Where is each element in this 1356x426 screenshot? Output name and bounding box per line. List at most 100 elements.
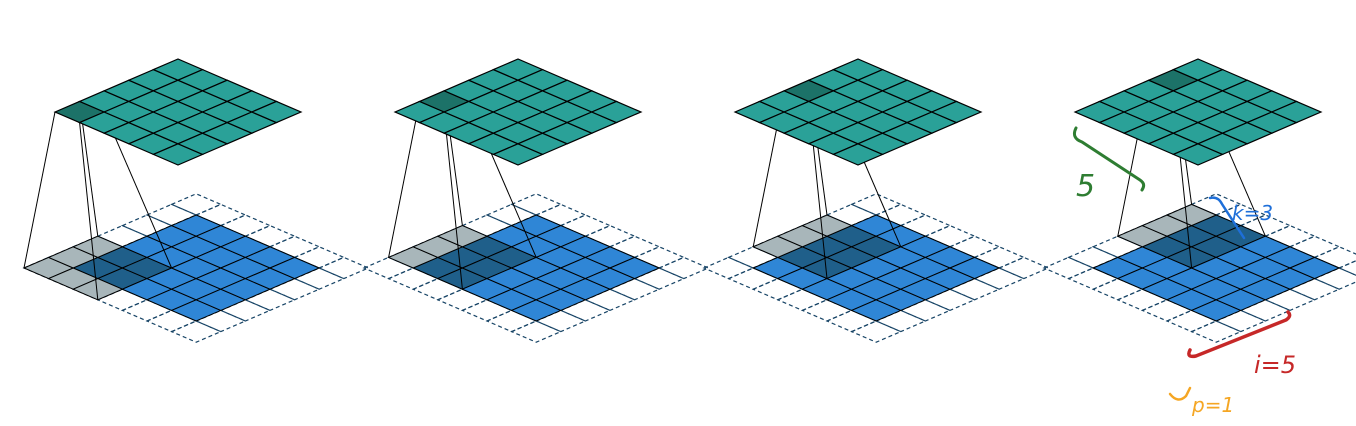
padding-cell [657, 256, 710, 280]
kernel-cell [71, 278, 124, 301]
input-cell [948, 256, 1001, 280]
panel-1 [22, 58, 370, 343]
output-grid [733, 58, 983, 166]
input-size-bracket [1187, 310, 1292, 359]
kernel-size-bracket [1208, 196, 1246, 240]
padding-cell [485, 203, 538, 227]
padding-cell [923, 224, 977, 248]
padding-cell [997, 256, 1050, 280]
padding-cell [362, 256, 415, 280]
padding-cell [1091, 235, 1144, 259]
input-grid [1091, 214, 1341, 322]
padding-cell [219, 214, 272, 237]
padding-cell [293, 246, 346, 269]
padding-cell [608, 235, 661, 259]
padding-cell [1067, 267, 1120, 290]
output-cell [590, 100, 643, 124]
kernel-window [751, 214, 853, 258]
padding-cell [268, 235, 321, 259]
padding-cell [1337, 260, 1356, 276]
padding-cell [534, 203, 587, 227]
panel-2 [362, 58, 710, 343]
kernel-cell [71, 235, 124, 258]
padding-cell [1067, 246, 1120, 269]
padding-cell [1116, 288, 1169, 312]
padding-cell [460, 299, 514, 322]
padding-cell [485, 309, 538, 333]
padding-cell [96, 224, 149, 248]
output-grid [393, 58, 643, 166]
padding-cell [120, 299, 174, 322]
output-cell [930, 100, 983, 124]
projection-line [23, 111, 56, 269]
padding-cell [776, 288, 829, 312]
padding-cell [800, 299, 854, 322]
padding-cell [243, 224, 297, 248]
annotations: 5 k=3 i=5 p=1 [1073, 126, 1296, 417]
padding-cell [850, 320, 903, 343]
projection-line [443, 111, 463, 290]
input-size-label: i=5 [1254, 351, 1296, 379]
input-grid [751, 214, 1001, 322]
input-cell [268, 256, 321, 280]
padding-cell [1288, 235, 1341, 259]
input-cell [1288, 256, 1341, 280]
padding-cell [948, 235, 1001, 259]
padding-label: p=1 [1191, 393, 1234, 417]
padding-cell [825, 203, 878, 227]
padding-cell [1190, 193, 1243, 216]
padding-cell [317, 256, 370, 280]
padding-cell [559, 214, 612, 237]
output-size-bracket [1073, 126, 1146, 192]
padding-cell [411, 277, 464, 301]
panel-3 [702, 58, 1050, 343]
kernel-window [22, 235, 124, 301]
panel-4 [1042, 58, 1356, 343]
padding-cell [1091, 277, 1144, 301]
padding-cell [1140, 299, 1194, 322]
kernel-cell [801, 214, 853, 237]
padding-cell [170, 193, 223, 216]
padding-cell [194, 203, 247, 227]
padding-cell [145, 203, 198, 227]
kernel-cell [1165, 203, 1218, 227]
kernel-size-label: k=3 [1232, 201, 1273, 225]
padding-cell [727, 267, 780, 290]
padding-cell [1313, 246, 1356, 269]
padding-cell [583, 224, 637, 248]
padding-cell [973, 246, 1026, 269]
padding-cell [850, 193, 903, 216]
kernel-window [387, 225, 489, 269]
padding-cell [510, 193, 563, 216]
padding-cell [120, 214, 174, 237]
projection-line [79, 122, 99, 300]
output-cell [250, 100, 303, 124]
padding-cell [1165, 309, 1218, 333]
output-size-label: 5 [1076, 169, 1095, 204]
padding-cell [387, 267, 440, 290]
padding-cell [436, 288, 489, 312]
padding-cell [702, 256, 755, 280]
padding-cell [727, 246, 780, 269]
kernel-cell [436, 225, 489, 248]
output-cell [1270, 100, 1323, 124]
padding-cell [1214, 203, 1267, 227]
output-grid [1073, 58, 1323, 166]
padding-cell [825, 309, 878, 333]
padding-cell [1263, 224, 1317, 248]
padding-cell [874, 203, 927, 227]
output-grid [53, 58, 303, 166]
projection-line [388, 101, 421, 258]
padding-cell [145, 309, 198, 333]
kernel-window [1116, 203, 1218, 248]
padding-cell [751, 277, 804, 301]
padding-cell [460, 214, 514, 237]
padding-cell [899, 214, 952, 237]
padding-cell [633, 246, 686, 269]
padding-cell [1239, 214, 1292, 237]
padding-cell [510, 320, 563, 343]
padding-cell [1042, 256, 1095, 280]
padding-cell [170, 320, 223, 343]
padding-bracket [1168, 386, 1192, 401]
